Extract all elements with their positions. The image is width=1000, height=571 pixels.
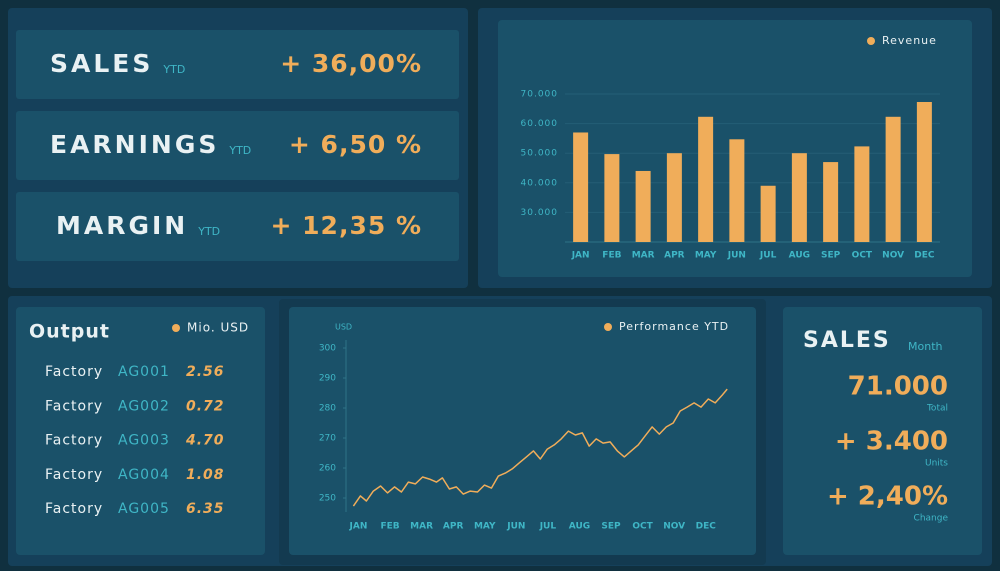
x-tick-label: MAY [695, 251, 717, 261]
x-tick-label: AUG [789, 251, 810, 261]
output-title: Output [29, 321, 110, 343]
sales-title: SALES [803, 328, 891, 353]
sales-value: + 3.400 [835, 427, 948, 457]
sales-card [783, 307, 982, 555]
y-tick-label: 260 [319, 464, 336, 474]
factory-value: 4.70 [185, 433, 225, 449]
kpi-card [16, 111, 459, 180]
factory-value: 2.56 [186, 364, 225, 380]
x-tick-label: JUN [506, 522, 525, 532]
x-tick-label: OCT [632, 522, 653, 532]
sales-caption: Change [914, 514, 949, 524]
sales-value: + 2,40% [827, 482, 948, 512]
y-tick-label: 60.000 [521, 119, 559, 129]
y-tick-label: 250 [319, 494, 336, 504]
factory-value: 0.72 [186, 398, 225, 414]
kpi-suffix: YTD [197, 225, 220, 238]
x-tick-label: JUN [727, 251, 746, 261]
kpi-label: EARNINGS [50, 130, 219, 159]
x-tick-label: FEB [602, 251, 621, 261]
kpi-value: + 36,00% [280, 49, 422, 78]
x-tick-label: JAN [571, 251, 590, 261]
factory-code: AG001 [118, 364, 170, 380]
sales-value: 71.000 [848, 372, 948, 402]
bar [885, 116, 901, 242]
x-tick-label: NOV [882, 251, 904, 261]
output-card [16, 307, 265, 555]
factory-code: AG002 [118, 398, 170, 414]
x-tick-label: SEP [601, 522, 621, 532]
factory-value: 6.35 [186, 501, 225, 517]
legend-dot [172, 324, 180, 332]
line-series [352, 388, 728, 507]
bar [791, 153, 807, 242]
y-axis-label: USD [335, 323, 352, 332]
bar [823, 162, 839, 242]
sales-subtitle: Month [908, 340, 943, 353]
x-tick-label: JUL [759, 251, 777, 261]
x-tick-label: JUL [539, 522, 557, 532]
y-tick-label: 280 [319, 404, 336, 414]
factory-name: Factory [45, 501, 103, 517]
x-tick-label: NOV [663, 522, 685, 532]
kpi-suffix: YTD [228, 144, 251, 157]
y-tick-label: 30.000 [521, 208, 559, 218]
kpi-suffix: YTD [162, 63, 185, 76]
kpi-card [16, 30, 459, 99]
factory-code: AG003 [118, 433, 170, 449]
y-tick-label: 70.000 [521, 90, 559, 100]
factory-code: AG004 [118, 467, 170, 483]
bar [666, 153, 682, 242]
kpi-label: MARGIN [56, 211, 188, 240]
factory-name: Factory [45, 398, 103, 414]
sales-caption: Units [925, 459, 948, 469]
revenue-legend: Revenue [882, 34, 937, 47]
performance-legend: Performance YTD [619, 320, 729, 333]
bar [635, 170, 651, 242]
x-tick-label: OCT [852, 251, 873, 261]
factory-name: Factory [45, 364, 103, 380]
bar [854, 146, 870, 242]
kpi-value: + 12,35 % [271, 211, 422, 240]
x-tick-label: DEC [914, 251, 935, 261]
bar [729, 139, 745, 242]
y-tick-label: 50.000 [521, 149, 559, 159]
factory-name: Factory [45, 433, 103, 449]
y-tick-label: 270 [319, 434, 336, 444]
x-tick-label: JAN [349, 522, 368, 532]
legend-dot [867, 37, 875, 45]
y-tick-label: 40.000 [521, 178, 559, 188]
kpi-value: + 6,50 % [289, 130, 422, 159]
bar [698, 116, 714, 242]
x-tick-label: MAY [474, 522, 496, 532]
bar [760, 185, 776, 242]
kpi-card [16, 192, 459, 261]
factory-code: AG005 [118, 501, 170, 517]
x-tick-label: MAR [410, 522, 433, 532]
x-tick-label: AUG [569, 522, 590, 532]
x-tick-label: FEB [380, 522, 399, 532]
x-tick-label: DEC [696, 522, 717, 532]
factory-value: 1.08 [186, 467, 225, 483]
bar [573, 132, 589, 242]
x-tick-label: APR [664, 251, 685, 261]
kpi-label: SALES [50, 49, 153, 78]
legend-dot [604, 323, 612, 331]
y-tick-label: 300 [319, 344, 336, 354]
x-tick-label: APR [443, 522, 464, 532]
factory-name: Factory [45, 467, 103, 483]
performance-card [289, 307, 756, 555]
x-tick-label: SEP [821, 251, 841, 261]
bar [916, 101, 932, 242]
bar [604, 154, 620, 242]
y-tick-label: 290 [319, 374, 336, 384]
output-legend: Mio. USD [187, 321, 249, 335]
sales-caption: Total [926, 404, 948, 414]
x-tick-label: MAR [632, 251, 655, 261]
